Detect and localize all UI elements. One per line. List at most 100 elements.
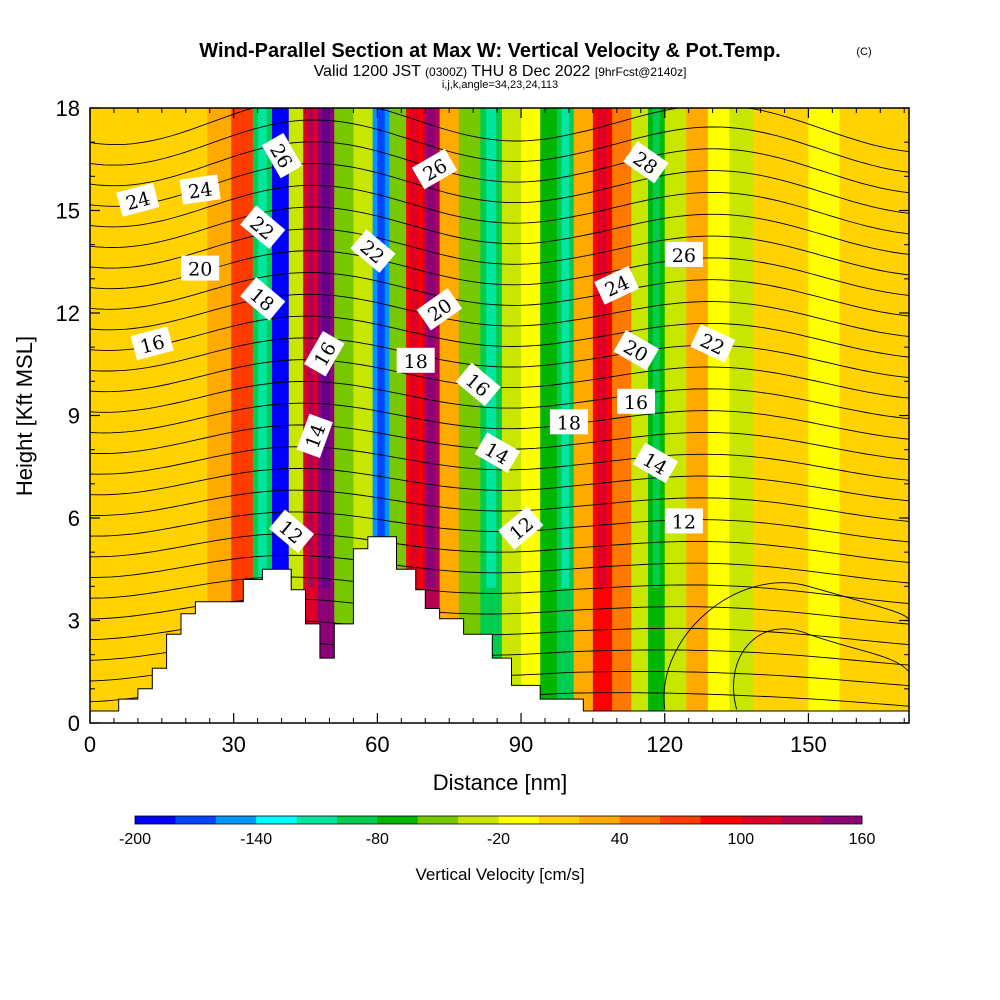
valid-time: Valid 1200 JST xyxy=(314,63,422,80)
colorbar-frame xyxy=(134,815,863,825)
colorbar-swatch xyxy=(458,816,499,824)
contour-label-box xyxy=(664,508,703,534)
isentrope-line xyxy=(90,337,909,379)
colorbar-label: 100 xyxy=(727,831,754,848)
velocity-column xyxy=(521,108,541,723)
x-tick-label: 60 xyxy=(365,732,389,757)
chart-title: Wind-Parallel Section at Max W: Vertical… xyxy=(199,40,780,62)
colorbar-swatch xyxy=(619,816,661,824)
colorbar-swatch xyxy=(377,816,419,824)
colorbar-label: -20 xyxy=(487,831,510,848)
y-tick-label: 3 xyxy=(68,609,80,634)
contour-label: 18 xyxy=(396,347,435,373)
y-tick-label: 6 xyxy=(68,506,80,531)
contour-label-box xyxy=(268,509,315,554)
contour-label: 24 xyxy=(179,174,221,205)
isentrope-line xyxy=(90,468,909,502)
contour-label: 16 xyxy=(130,326,174,361)
contour-label-box xyxy=(455,362,501,407)
isentrope-line xyxy=(90,380,909,420)
x-tick-label: 90 xyxy=(509,732,533,757)
isentrope-line xyxy=(90,315,909,358)
contour-label-text: 18 xyxy=(404,351,428,373)
colorbar-swatch xyxy=(135,816,176,824)
y-axis-title: Height [Kft MSL] xyxy=(12,336,37,496)
isentrope-line xyxy=(90,446,909,481)
contour-label-box xyxy=(350,229,396,273)
contour-label-text: 12 xyxy=(672,511,696,533)
velocity-column xyxy=(779,108,810,723)
contour-label: 14 xyxy=(296,413,333,458)
section-indices: i,j,k,angle=34,23,24,113 xyxy=(442,79,558,91)
contour-label-box xyxy=(416,288,463,331)
isentrope-line xyxy=(90,119,909,173)
contour-label: 16 xyxy=(617,388,655,414)
contour-label-box xyxy=(261,132,303,179)
velocity-column xyxy=(334,108,355,723)
contour-label-box xyxy=(130,326,174,361)
x-tick-label: 120 xyxy=(646,732,683,757)
colorbar-swatch xyxy=(781,816,823,824)
contour-label-box xyxy=(411,148,458,190)
x-tick-label: 30 xyxy=(221,732,245,757)
valid-time-utc: (0300Z) xyxy=(425,65,467,79)
isentrope-line xyxy=(663,582,909,710)
contour-label-text: 18 xyxy=(557,412,581,434)
y-tick-label: 18 xyxy=(56,96,80,121)
colorbar-swatch xyxy=(538,816,580,824)
contour-label-box xyxy=(396,347,435,373)
y-tick-label: 15 xyxy=(56,199,80,224)
velocity-column xyxy=(808,108,841,723)
colorbar-label: 40 xyxy=(611,831,629,848)
velocity-core xyxy=(486,108,496,588)
velocity-column xyxy=(439,108,460,723)
contour-label-box xyxy=(613,329,659,371)
y-tick-label: 12 xyxy=(56,301,80,326)
isentrope-line xyxy=(90,402,909,440)
velocity-column xyxy=(664,108,687,723)
copyright-mark: (C) xyxy=(856,46,871,58)
isentrope-line xyxy=(90,533,909,563)
contour-label-box xyxy=(498,506,544,550)
velocity-core xyxy=(377,108,385,588)
isentrope-line xyxy=(90,250,909,296)
velocity-column xyxy=(729,108,754,723)
contour-label-box xyxy=(296,413,333,458)
contour-label: 12 xyxy=(664,508,703,534)
x-axis-title: Distance [nm] xyxy=(433,770,568,795)
contour-label-text: 24 xyxy=(187,178,214,203)
axes: 0 30 60 90 120 150 0 3 6 9 12 15 18 xyxy=(56,96,909,757)
colorbar-swatch xyxy=(660,816,701,824)
colorbar-label: -200 xyxy=(119,831,151,848)
velocity-column xyxy=(753,108,781,723)
contour-label-box xyxy=(594,265,640,305)
colorbar-swatch xyxy=(700,816,742,824)
contour-label-text: 26 xyxy=(672,245,696,267)
isentrope-line xyxy=(90,554,909,584)
colorbar-swatch xyxy=(417,816,459,824)
velocity-column xyxy=(707,108,730,723)
contour-label-box xyxy=(240,205,286,250)
x-tick-label: 0 xyxy=(84,732,96,757)
colorbar-label: -140 xyxy=(240,831,272,848)
velocity-column xyxy=(501,108,522,723)
contour-label-box xyxy=(632,442,679,484)
isentrope-line xyxy=(90,163,909,214)
velocity-core xyxy=(258,108,267,588)
terrain xyxy=(90,536,909,723)
colorbar-label: -80 xyxy=(366,831,389,848)
contour-label: 18 xyxy=(549,409,588,435)
y-tick-label: 9 xyxy=(68,404,80,429)
contour-label-box xyxy=(116,182,160,217)
colorbar-label: 160 xyxy=(849,831,876,848)
isentrope-line xyxy=(90,206,909,255)
x-tick-label: 150 xyxy=(790,732,827,757)
isentrope-line xyxy=(90,184,909,235)
contour-label-box xyxy=(179,174,221,205)
chart-subtitle: Valid 1200 JST (0300Z) THU 8 Dec 2022 [9… xyxy=(314,63,687,80)
contour-label-box xyxy=(623,141,669,184)
y-tick-label: 0 xyxy=(68,711,80,736)
isentrope-line xyxy=(90,228,909,276)
velocity-column xyxy=(839,108,874,723)
isentrope-line xyxy=(90,489,909,522)
